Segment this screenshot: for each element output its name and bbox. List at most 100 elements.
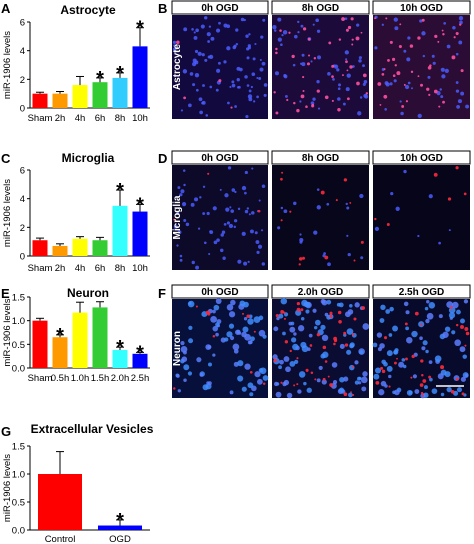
x-tick-label: 2h bbox=[55, 113, 66, 124]
cell-nuclei bbox=[173, 298, 269, 397]
x-tick-label: Sham bbox=[28, 373, 53, 384]
significance-star: * bbox=[116, 180, 124, 202]
y-axis-label: miR-1906 levels bbox=[2, 298, 13, 366]
micrograph-header-box bbox=[271, 150, 370, 165]
micrograph-column-title: 0h OGD bbox=[201, 287, 238, 298]
micrograph-header-box bbox=[271, 284, 370, 299]
x-tick-label: 2.0h bbox=[111, 373, 130, 384]
micrograph-column-title: 10h OGD bbox=[400, 3, 443, 14]
micrograph-column-title: 2.5h OGD bbox=[399, 287, 445, 298]
y-tick-label: 0.0 bbox=[12, 364, 25, 375]
cell-nuclei bbox=[172, 16, 268, 119]
bar-ogd bbox=[98, 525, 142, 530]
micrograph-column-title: 0h OGD bbox=[201, 3, 238, 14]
micrograph-header-box bbox=[372, 284, 471, 299]
bar-2h bbox=[52, 93, 68, 108]
x-tick-label: 1.0h bbox=[71, 373, 90, 384]
x-tick-label: 8h bbox=[115, 263, 126, 274]
bar-10h bbox=[132, 211, 148, 256]
x-tick-label: 10h bbox=[132, 263, 148, 274]
micrograph-header-box bbox=[372, 0, 471, 15]
panel-letter-f: F bbox=[158, 286, 166, 301]
y-tick-label: 4 bbox=[20, 194, 25, 205]
cell-nuclei bbox=[277, 171, 364, 267]
y-tick-label: 0 bbox=[20, 104, 25, 115]
bar-control bbox=[38, 474, 82, 530]
cell-nuclei bbox=[272, 17, 369, 116]
micrograph-b: 0h OGD 8h OGD 10h OGD Astrocyte bbox=[171, 0, 471, 119]
bar-2-0h bbox=[112, 350, 128, 368]
micrograph-image bbox=[172, 165, 268, 270]
micrograph-f: 0h OGD 2.0h OGD 2.5h OGD Neuron bbox=[171, 284, 471, 399]
cell-nuclei bbox=[272, 297, 370, 399]
y-tick-label: 0.5 bbox=[12, 340, 25, 351]
micrograph-header-box bbox=[171, 0, 269, 15]
chart-title: Neuron bbox=[67, 286, 109, 300]
micrograph-column-title: 10h OGD bbox=[400, 153, 443, 164]
y-tick-label: 1.0 bbox=[12, 470, 25, 481]
significance-star: * bbox=[136, 342, 144, 364]
y-tick-label: 0.5 bbox=[12, 498, 25, 509]
micrograph-header-box bbox=[171, 284, 269, 299]
bar-8h bbox=[112, 77, 128, 108]
micrograph-side-label: Microglia bbox=[172, 195, 183, 239]
cell-nuclei bbox=[374, 15, 470, 119]
chart-title: Microglia bbox=[62, 151, 115, 165]
bar-2h bbox=[52, 245, 68, 256]
x-tick-label: 8h bbox=[115, 113, 126, 124]
y-tick-label: 0.0 bbox=[12, 526, 25, 537]
micrograph-panels: 0h OGD 8h OGD 10h OGD Astrocyte 0h OGD 8h OGD… bbox=[171, 0, 471, 399]
x-tick-label: Control bbox=[45, 534, 76, 544]
y-axis-label: miR-1906 levels bbox=[2, 179, 13, 247]
x-tick-label: 4h bbox=[75, 263, 86, 274]
bar-0-5h bbox=[52, 337, 68, 368]
micrograph-column-title: 0h OGD bbox=[201, 153, 238, 164]
cell-nuclei bbox=[374, 166, 467, 245]
cell-nuclei bbox=[173, 166, 266, 270]
significance-star: * bbox=[136, 18, 144, 40]
x-tick-label: 6h bbox=[95, 113, 106, 124]
cell-nuclei bbox=[372, 299, 470, 399]
micrograph-column-title: 8h OGD bbox=[302, 153, 339, 164]
bar-sham bbox=[32, 320, 48, 368]
y-tick-label: 2 bbox=[20, 223, 25, 234]
significance-star: * bbox=[96, 68, 104, 90]
x-tick-label: 10h bbox=[132, 113, 148, 124]
bar-6h bbox=[92, 240, 108, 256]
chart-title: Extracellular Vesicles bbox=[31, 422, 154, 436]
y-axis-label: miR-1906 levels bbox=[2, 454, 13, 522]
micrograph-image bbox=[272, 165, 369, 270]
significance-star: * bbox=[136, 194, 144, 216]
bar-4h bbox=[72, 238, 88, 256]
panel-letter-g: G bbox=[1, 424, 11, 439]
x-tick-label: 4h bbox=[75, 113, 86, 124]
y-tick-label: 1.0 bbox=[12, 316, 25, 327]
y-axis-label: miR-1906 levels bbox=[2, 31, 13, 99]
bar-4h bbox=[72, 85, 88, 108]
chart-a: Astrocyte miR-1906 levels 0 2 4 6 Sham 2h 4h * 6h *… bbox=[2, 3, 150, 124]
bar-sham bbox=[32, 240, 48, 256]
x-tick-label: Sham bbox=[28, 113, 53, 124]
y-tick-label: 4 bbox=[20, 46, 25, 57]
x-tick-label: OGD bbox=[109, 534, 131, 544]
x-tick-label: 0.5h bbox=[51, 373, 70, 384]
micrograph-column-title: 8h OGD bbox=[302, 3, 339, 14]
panel-letter-a: A bbox=[1, 1, 11, 16]
bar-2-5h bbox=[132, 353, 148, 368]
chart-c: Microglia miR-1906 levels 0 2 4 6 Sham 2h 4h 6h * 8… bbox=[2, 151, 150, 274]
bar-6h bbox=[92, 82, 108, 108]
micrograph-side-label: Neuron bbox=[172, 331, 183, 366]
bar-8h bbox=[112, 205, 128, 256]
panel-letter-e: E bbox=[1, 286, 10, 301]
x-tick-label: 6h bbox=[95, 263, 106, 274]
significance-star: * bbox=[116, 510, 124, 532]
y-tick-label: 6 bbox=[20, 166, 25, 177]
x-tick-label: 1.5h bbox=[91, 373, 110, 384]
y-tick-label: 6 bbox=[20, 18, 25, 29]
panel-letter-d: D bbox=[158, 151, 167, 166]
bar-1-0h bbox=[72, 312, 88, 368]
panel-letter-c: C bbox=[1, 151, 11, 166]
y-tick-label: 2 bbox=[20, 75, 25, 86]
